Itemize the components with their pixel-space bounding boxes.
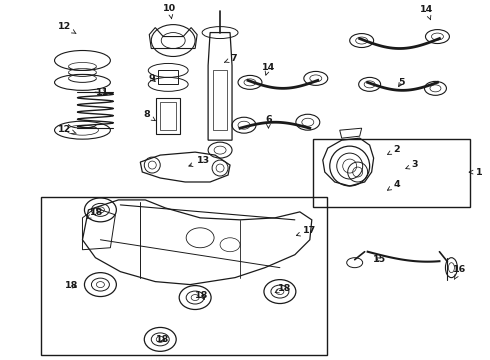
- Bar: [160, 102, 176, 130]
- Text: 13: 13: [189, 156, 210, 166]
- Text: 3: 3: [406, 161, 418, 170]
- Text: 4: 4: [388, 180, 400, 190]
- Bar: [314, 139, 470, 207]
- Bar: [213, 71, 227, 130]
- Text: 12: 12: [58, 22, 76, 33]
- Text: 17: 17: [296, 226, 316, 236]
- Text: 1: 1: [469, 168, 482, 177]
- Text: 6: 6: [265, 115, 272, 128]
- Text: 12: 12: [58, 125, 76, 134]
- Text: 11: 11: [96, 87, 109, 96]
- Text: 18: 18: [196, 291, 209, 300]
- Text: 10: 10: [163, 4, 176, 19]
- Text: 18: 18: [275, 284, 292, 293]
- Bar: [158, 71, 178, 84]
- Bar: [41, 197, 327, 355]
- Text: 18: 18: [156, 335, 170, 344]
- Text: 14: 14: [262, 63, 275, 75]
- Text: 7: 7: [224, 54, 237, 63]
- Text: 16: 16: [453, 265, 466, 279]
- Text: 18: 18: [65, 281, 78, 290]
- Text: 9: 9: [149, 75, 155, 84]
- Bar: [156, 98, 180, 134]
- Text: 2: 2: [388, 145, 400, 154]
- Text: 8: 8: [143, 110, 155, 121]
- Text: 18: 18: [87, 208, 103, 219]
- Text: 14: 14: [420, 5, 433, 20]
- Text: 5: 5: [398, 78, 405, 87]
- Text: 15: 15: [373, 255, 386, 264]
